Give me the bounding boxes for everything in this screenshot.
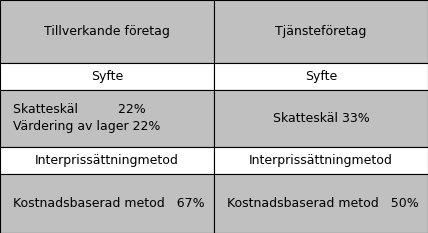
Bar xyxy=(0,147,214,174)
Bar xyxy=(0,0,214,63)
Bar xyxy=(214,90,428,147)
Bar xyxy=(214,174,428,233)
Text: Kostnadsbaserad metod   67%: Kostnadsbaserad metod 67% xyxy=(13,197,205,210)
Text: Syfte: Syfte xyxy=(91,70,123,83)
Text: Tillverkande företag: Tillverkande företag xyxy=(44,25,170,38)
Text: Interprissättningmetod: Interprissättningmetod xyxy=(249,154,393,167)
Text: Interprissättningmetod: Interprissättningmetod xyxy=(35,154,179,167)
Bar xyxy=(0,90,214,147)
Bar xyxy=(0,174,214,233)
Text: Tjänsteföretag: Tjänsteföretag xyxy=(275,25,367,38)
Bar xyxy=(0,63,214,90)
Bar xyxy=(214,0,428,63)
Text: Skatteskäl 33%: Skatteskäl 33% xyxy=(273,112,369,125)
Bar xyxy=(214,147,428,174)
Text: Skatteskäl          22%
Värdering av lager 22%: Skatteskäl 22% Värdering av lager 22% xyxy=(13,103,160,133)
Text: Syfte: Syfte xyxy=(305,70,337,83)
Bar xyxy=(214,63,428,90)
Text: Kostnadsbaserad metod   50%: Kostnadsbaserad metod 50% xyxy=(227,197,419,210)
